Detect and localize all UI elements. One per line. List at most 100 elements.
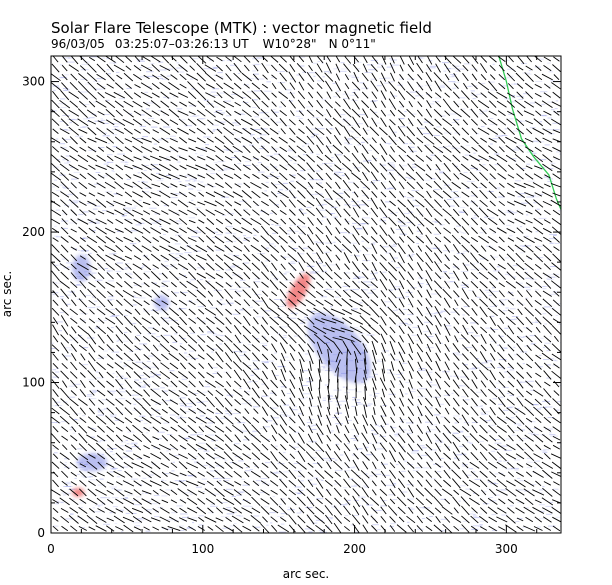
noise-speck — [59, 64, 63, 66]
noise-speck — [139, 374, 144, 376]
field-vector — [381, 64, 386, 72]
noise-speck — [386, 66, 394, 68]
field-vector — [215, 351, 224, 363]
field-vector — [60, 108, 70, 118]
field-vector — [251, 344, 261, 352]
field-vector — [442, 208, 452, 217]
noise-speck — [225, 269, 231, 271]
field-vector — [406, 433, 415, 443]
field-vector — [189, 65, 196, 71]
field-vector — [297, 479, 306, 488]
field-vector — [342, 340, 352, 356]
field-vector — [170, 282, 177, 288]
field-vector — [425, 498, 433, 505]
field-vector — [334, 164, 342, 171]
field-vector — [187, 390, 197, 396]
field-vector — [260, 155, 270, 162]
field-vector — [299, 376, 304, 392]
noise-speck — [237, 422, 246, 424]
field-vector — [77, 325, 89, 335]
noise-speck — [494, 473, 499, 475]
noise-speck — [370, 243, 376, 245]
noise-speck — [507, 68, 515, 70]
noise-speck — [259, 492, 266, 494]
noise-speck — [329, 165, 333, 167]
noise-speck — [256, 316, 264, 318]
field-vector — [405, 216, 416, 227]
noise-speck — [546, 377, 552, 379]
field-vector — [52, 90, 60, 100]
field-vector — [352, 64, 360, 73]
noise-speck — [110, 469, 117, 471]
noise-speck — [351, 99, 358, 101]
field-vector — [279, 72, 287, 82]
noise-speck — [256, 139, 263, 141]
field-vector — [216, 362, 223, 370]
noise-speck — [545, 285, 550, 287]
noise-speck — [543, 306, 551, 308]
field-vector — [252, 362, 260, 370]
field-vector — [344, 470, 350, 479]
field-vector — [388, 81, 397, 92]
noise-speck — [183, 275, 186, 277]
field-vector — [280, 498, 287, 505]
noise-speck — [177, 417, 180, 419]
field-vector — [453, 317, 460, 325]
field-vector — [86, 72, 98, 82]
field-vector — [361, 299, 369, 307]
field-vector — [69, 462, 78, 469]
field-vector — [433, 108, 443, 118]
field-vector — [187, 81, 198, 92]
noise-speck — [77, 250, 81, 251]
field-vector — [143, 308, 151, 316]
field-vector — [215, 182, 224, 188]
field-vector — [215, 173, 224, 180]
noise-speck — [182, 480, 186, 481]
field-vector — [352, 495, 360, 508]
noise-speck — [202, 320, 206, 322]
noise-speck — [251, 64, 259, 66]
field-vector — [150, 227, 162, 234]
noise-speck — [198, 442, 206, 444]
field-vector — [87, 369, 97, 381]
noise-speck — [333, 241, 336, 243]
field-vector — [233, 325, 242, 335]
noise-speck — [280, 513, 288, 515]
field-vector — [306, 162, 315, 173]
noise-speck — [139, 420, 144, 421]
noise-speck — [67, 266, 71, 268]
field-vector — [279, 414, 288, 426]
field-vector — [70, 281, 78, 289]
noise-speck — [319, 362, 327, 364]
noise-speck — [420, 454, 429, 456]
field-vector — [106, 155, 114, 162]
noise-speck — [106, 298, 115, 300]
field-vector — [70, 182, 77, 189]
field-vector — [225, 200, 233, 207]
field-vector — [224, 208, 234, 217]
noise-speck — [340, 68, 348, 70]
field-vector — [106, 200, 115, 207]
field-vector — [133, 407, 142, 415]
field-vector — [371, 226, 378, 235]
field-vector — [260, 505, 270, 515]
field-vector — [435, 324, 441, 335]
noise-speck — [513, 277, 516, 279]
noise-speck — [190, 434, 196, 436]
noise-speck — [339, 70, 347, 72]
field-vector — [342, 179, 352, 191]
field-vector — [399, 417, 404, 424]
field-vector — [280, 443, 287, 451]
noise-speck — [103, 175, 108, 177]
field-vector — [260, 271, 270, 281]
field-vector — [132, 299, 143, 307]
field-vector — [141, 181, 152, 189]
noise-speck — [417, 369, 426, 371]
noise-speck — [493, 482, 496, 484]
noise-speck — [106, 58, 110, 60]
noise-speck — [470, 195, 477, 197]
field-vector — [379, 143, 388, 156]
field-vector — [299, 272, 304, 279]
noise-speck — [60, 297, 64, 299]
noise-speck — [152, 388, 160, 390]
